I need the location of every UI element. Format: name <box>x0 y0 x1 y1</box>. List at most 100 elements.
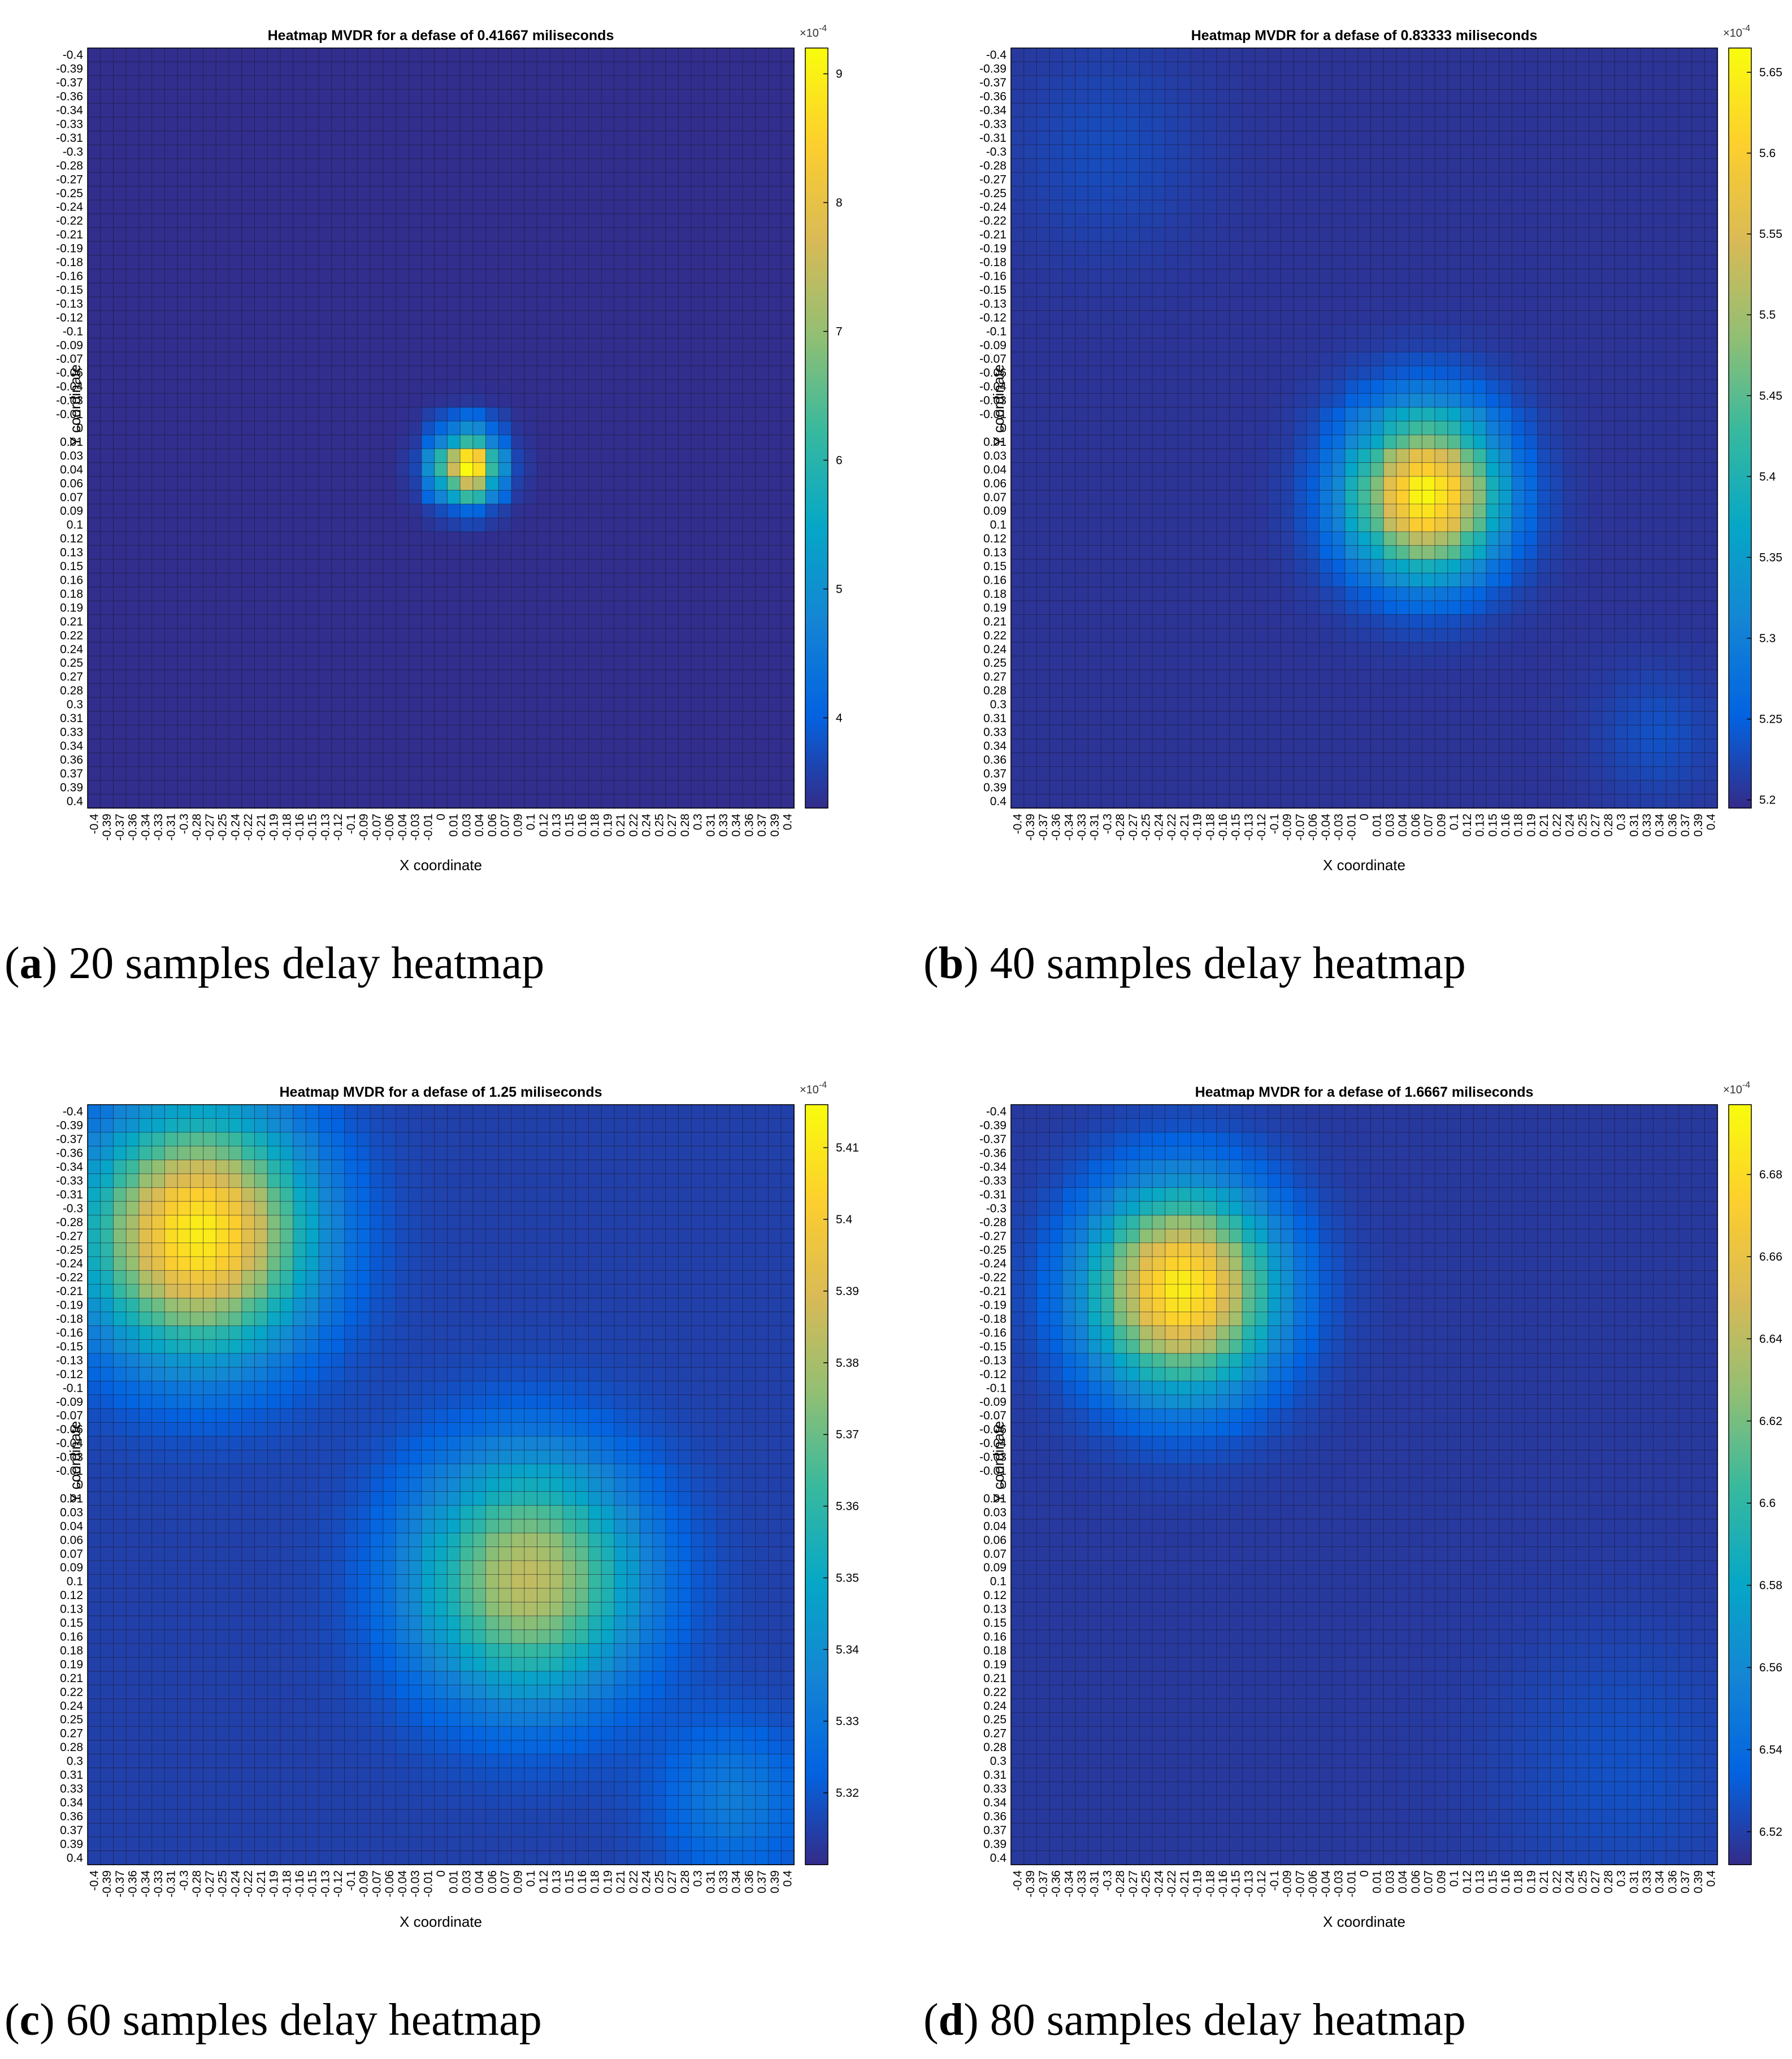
heatmap-cell <box>1563 200 1576 214</box>
heatmap-cell <box>1679 421 1692 435</box>
heatmap-cell <box>1358 103 1371 118</box>
heatmap-cell <box>190 241 203 255</box>
heatmap-cell <box>177 269 190 283</box>
heatmap-cell <box>1152 241 1165 255</box>
heatmap-cell <box>486 200 499 214</box>
heatmap-cell <box>1049 407 1062 422</box>
heatmap-cell <box>1307 255 1320 270</box>
heatmap-cell <box>730 283 743 297</box>
heatmap-cell <box>614 241 627 255</box>
heatmap-cell <box>1358 311 1371 325</box>
heatmap-cell <box>1229 228 1242 242</box>
x-tick-label: 0.3 <box>692 814 705 830</box>
heatmap-cell <box>1204 352 1217 366</box>
heatmap-cell <box>345 670 358 684</box>
y-tick-label: -0.22 <box>56 215 83 228</box>
heatmap-cell <box>473 255 486 270</box>
heatmap-cell <box>1589 338 1602 353</box>
heatmap-cell <box>473 615 486 629</box>
heatmap-cell <box>563 159 576 173</box>
heatmap-cell <box>678 89 691 103</box>
heatmap-cell <box>1576 48 1589 62</box>
heatmap-cell <box>1538 214 1551 228</box>
heatmap-cell <box>486 532 499 546</box>
heatmap-cell <box>1370 393 1383 407</box>
heatmap-cell <box>357 587 370 601</box>
heatmap-cell <box>1628 172 1641 186</box>
heatmap-cell <box>1460 283 1473 297</box>
heatmap-cell <box>1281 241 1294 255</box>
heatmap-cell <box>653 504 666 518</box>
heatmap-cell <box>203 711 216 726</box>
heatmap-cell <box>498 587 511 601</box>
heatmap-cell <box>486 311 499 325</box>
heatmap-cell <box>601 103 614 118</box>
heatmap-cell <box>1268 48 1281 62</box>
heatmap-cell <box>267 241 280 255</box>
heatmap-cell <box>409 311 422 325</box>
heatmap-cell <box>190 283 203 297</box>
heatmap-cell <box>717 767 730 781</box>
heatmap-cell <box>614 559 627 574</box>
heatmap-cell <box>383 366 396 380</box>
heatmap-cell <box>139 421 152 435</box>
heatmap-cell <box>1448 48 1461 62</box>
x-tick-label: -0.3 <box>178 814 191 834</box>
heatmap-cell <box>409 62 422 76</box>
heatmap-cell <box>396 518 409 532</box>
x-tick-label: -0.24 <box>229 814 242 841</box>
heatmap-cell <box>152 393 165 407</box>
heatmap-cell <box>576 767 589 781</box>
heatmap-cell <box>1217 324 1230 338</box>
heatmap-cell <box>537 241 550 255</box>
heatmap-cell <box>486 103 499 118</box>
heatmap-cell <box>332 642 345 657</box>
heatmap-cell <box>640 587 653 601</box>
heatmap-cell <box>101 407 114 422</box>
heatmap-cell <box>537 283 550 297</box>
heatmap-cell <box>498 435 511 449</box>
heatmap-cell <box>1460 200 1473 214</box>
colorbar-segment <box>805 185 828 190</box>
heatmap-cell <box>756 214 769 228</box>
heatmap-cell <box>88 421 101 435</box>
heatmap-cell <box>177 656 190 670</box>
heatmap-cell <box>730 435 743 449</box>
heatmap-cell <box>1024 269 1037 283</box>
heatmap-cell <box>345 283 358 297</box>
heatmap-cell <box>614 76 627 90</box>
heatmap-cell <box>1551 255 1564 270</box>
heatmap-cell <box>139 117 152 131</box>
heatmap-cell <box>1281 117 1294 131</box>
heatmap-cell <box>88 76 101 90</box>
heatmap-cell <box>473 711 486 726</box>
heatmap-cell <box>576 435 589 449</box>
heatmap-cell <box>203 490 216 505</box>
heatmap-cell <box>1551 297 1564 311</box>
heatmap-cell <box>293 311 306 325</box>
heatmap-cell <box>1576 352 1589 366</box>
heatmap-cell <box>781 117 794 131</box>
heatmap-cell <box>1255 311 1268 325</box>
heatmap-cell <box>370 117 383 131</box>
colorbar-segment <box>805 119 828 125</box>
heatmap-cell <box>1422 352 1435 366</box>
heatmap-cell <box>1692 159 1705 173</box>
y-tick-label: -0.34 <box>56 104 83 117</box>
heatmap-cell <box>254 407 267 422</box>
heatmap-cell <box>1576 89 1589 103</box>
heatmap-cell <box>1281 255 1294 270</box>
heatmap-cell <box>319 62 332 76</box>
heatmap-cell <box>756 407 769 422</box>
heatmap-cell <box>756 504 769 518</box>
heatmap-cell <box>666 739 679 753</box>
heatmap-cell <box>306 269 319 283</box>
heatmap-cell <box>1396 338 1409 353</box>
heatmap-cell <box>1602 117 1615 131</box>
heatmap-cell <box>743 601 756 615</box>
heatmap-cell <box>1062 435 1075 449</box>
heatmap-cell <box>177 545 190 559</box>
heatmap-cell <box>216 449 229 463</box>
heatmap-cell <box>1281 103 1294 118</box>
heatmap-cell <box>164 103 177 118</box>
